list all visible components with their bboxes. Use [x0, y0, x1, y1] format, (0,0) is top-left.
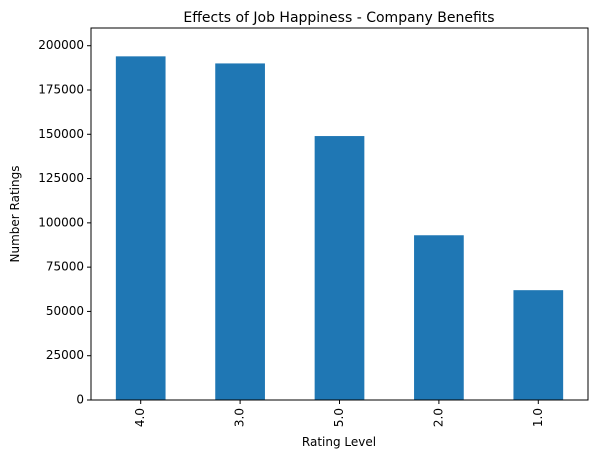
y-tick-label: 25000	[46, 348, 84, 362]
y-tick-label: 100000	[38, 215, 84, 229]
bars-group	[115, 56, 564, 401]
x-tick-label: 4.0	[133, 408, 147, 427]
bar-3.0	[215, 63, 265, 401]
chart-title: Effects of Job Happiness - Company Benef…	[183, 10, 494, 26]
y-tick-label: 200000	[38, 38, 84, 52]
x-tick-label: 3.0	[233, 408, 247, 427]
x-tick-label: 1.0	[531, 408, 545, 427]
bar-5.0	[314, 136, 365, 401]
x-axis: 4.0 3.0 5.0 2.0 1.0	[133, 400, 545, 427]
x-tick-label: 5.0	[332, 408, 346, 427]
x-tick-label: 2.0	[431, 408, 445, 427]
y-tick-label: 0	[76, 393, 84, 407]
y-tick-label: 175000	[38, 83, 84, 97]
y-tick-label: 75000	[46, 260, 84, 274]
x-axis-label: Rating Level	[302, 435, 376, 449]
y-axis-label: Number Ratings	[8, 166, 22, 263]
bar-2.0	[414, 235, 464, 400]
y-tick-label: 150000	[38, 127, 84, 141]
y-axis: 0 25000 50000 75000 100000 125000 150000 175000…	[38, 38, 91, 407]
plot-frame	[90, 27, 589, 401]
bar-1.0	[513, 290, 564, 400]
y-tick-label: 125000	[38, 171, 84, 185]
bar-4.0	[115, 56, 166, 400]
y-tick-label: 50000	[46, 304, 84, 318]
